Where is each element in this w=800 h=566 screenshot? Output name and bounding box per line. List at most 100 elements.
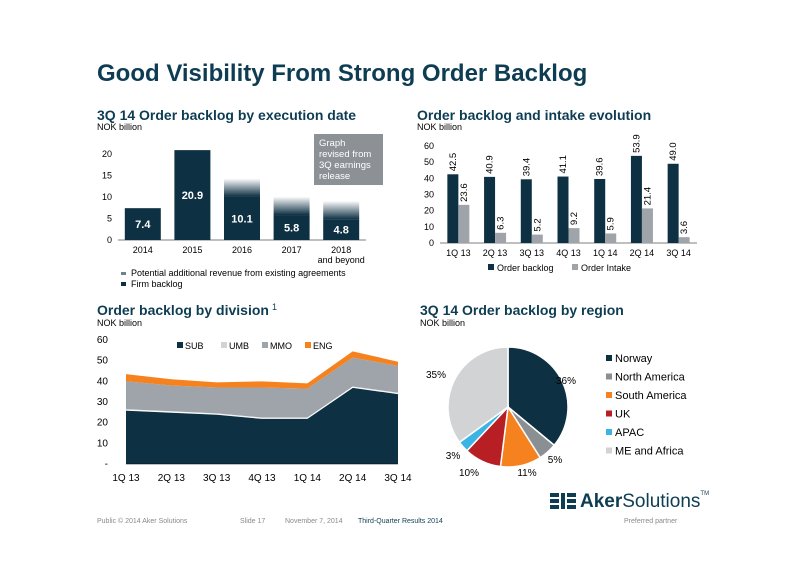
execution-annotation-box <box>314 134 383 185</box>
division-xtick-label: 1Q 13 <box>112 473 140 484</box>
evolution-legend-backlog-swatch <box>488 264 494 270</box>
logo-text-aker: Aker <box>580 491 623 512</box>
evolution-bar-intake <box>458 204 470 243</box>
evolution-bar-intake <box>531 234 543 243</box>
evolution-intake-value-label: 23.6 <box>459 183 470 202</box>
aker-logo-mark-icon <box>550 493 576 509</box>
division-legend-eng-label: ENG <box>313 341 333 351</box>
evolution-intake-value-label: 6.3 <box>496 217 507 230</box>
execution-bar-firm <box>174 150 211 240</box>
division-xtick-label: 1Q 14 <box>294 473 322 484</box>
footer-slide-number: Slide 17 <box>240 518 266 525</box>
evolution-xtick-label: 4Q 13 <box>556 248 581 258</box>
division-chart-title-text: Order backlog by division <box>97 302 269 318</box>
division-ytick-label: 50 <box>97 356 109 367</box>
execution-chart-title: 3Q 14 Order backlog by execution date <box>97 107 357 123</box>
region-legend-norway-swatch <box>606 355 612 361</box>
division-legend-eng-swatch <box>305 342 311 348</box>
execution-xtick-label: 2016 <box>232 245 252 255</box>
division-ytick-label: 60 <box>97 335 109 346</box>
evolution-legend-intake-swatch <box>572 264 578 270</box>
division-xtick-label: 4Q 13 <box>248 473 276 484</box>
execution-ytick-label: 20 <box>102 149 112 159</box>
evolution-intake-value-label: 9.2 <box>569 212 580 225</box>
evolution-ytick-label: 60 <box>424 141 434 151</box>
execution-bar-value-label: 4.8 <box>334 225 349 237</box>
footer-report-title: Third-Quarter Results 2014 <box>358 518 443 525</box>
region-slice-label-norway: 36% <box>556 376 576 387</box>
region-legend-me-and-africa-label: ME and Africa <box>615 446 684 458</box>
evolution-backlog-value-label: 53.9 <box>631 134 642 153</box>
region-legend-norway-label: Norway <box>615 353 653 365</box>
evolution-backlog-value-label: 42.5 <box>448 153 459 172</box>
evolution-xtick-label: 1Q 13 <box>446 248 471 258</box>
division-ytick-label: 10 <box>97 438 109 449</box>
execution-annotation-text: release <box>319 171 350 182</box>
division-legend-umb-label: UMB <box>229 341 249 351</box>
execution-bar-value-label: 7.4 <box>135 219 151 231</box>
execution-bar-value-label: 20.9 <box>182 190 203 202</box>
execution-xtick-label: 2018 <box>331 245 351 255</box>
region-legend-north-america-label: North America <box>615 372 686 384</box>
execution-xtick-label: 2015 <box>182 245 202 255</box>
execution-bar-value-label: 10.1 <box>231 213 252 225</box>
region-slice-label-me-and-africa: 35% <box>426 370 446 381</box>
evolution-bar-backlog <box>484 176 496 243</box>
execution-xtick-label: 2017 <box>282 245 302 255</box>
division-legend-mmo-label: MMO <box>270 341 292 351</box>
execution-annotation-text: revised from <box>319 149 371 160</box>
region-chart-subtitle: NOK billion <box>420 318 466 328</box>
region-slice-label-south-america: 11% <box>517 468 536 479</box>
division-chart-title: Order backlog by division 1 <box>97 302 277 318</box>
evolution-ytick-label: 30 <box>424 190 434 200</box>
evolution-backlog-value-label: 39.6 <box>595 157 606 176</box>
execution-ytick-label: 10 <box>102 192 112 202</box>
footer-partner: Preferred partner <box>624 518 678 525</box>
evolution-ytick-label: 10 <box>424 222 434 232</box>
execution-ytick-label: 5 <box>107 214 112 224</box>
region-slice-label-apac: 3% <box>446 451 461 462</box>
division-legend-sub-swatch <box>177 342 183 348</box>
region-legend-apac-label: APAC <box>615 427 644 439</box>
region-legend-uk-swatch <box>606 410 612 417</box>
evolution-chart-title: Order backlog and intake evolution <box>417 107 652 123</box>
evolution-xtick-label: 3Q 14 <box>666 248 691 258</box>
execution-bar-firm <box>224 196 260 240</box>
evolution-bar-intake <box>605 233 617 243</box>
evolution-bar-backlog <box>594 178 606 243</box>
footer-date: November 7, 2014 <box>285 518 343 525</box>
evolution-backlog-value-label: 49.0 <box>668 142 679 161</box>
division-ytick-label: 20 <box>97 418 109 429</box>
region-slice-me-and-africa <box>447 346 509 444</box>
evolution-legend-backlog-label: Order backlog <box>497 263 554 273</box>
evolution-ytick-label: 20 <box>424 206 434 216</box>
evolution-bar-backlog <box>667 163 679 243</box>
execution-chart-subtitle: NOK billion <box>97 122 143 132</box>
evolution-backlog-value-label: 41.1 <box>558 155 569 174</box>
execution-bar-firm <box>273 215 310 240</box>
execution-xtick-label: and beyond <box>318 255 365 265</box>
execution-annotation-text: Graph <box>319 138 345 149</box>
evolution-xtick-label: 3Q 13 <box>520 248 545 258</box>
execution-legend-potential-label: Potential additional revenue from existi… <box>131 268 346 278</box>
region-slice-label-uk: 10% <box>459 468 479 479</box>
evolution-backlog-value-label: 40.9 <box>485 155 496 174</box>
region-legend-uk-label: UK <box>615 409 631 421</box>
evolution-xtick-label: 2Q 14 <box>630 248 655 258</box>
evolution-chart-subtitle: NOK billion <box>417 122 463 132</box>
execution-annotation-text: 3Q earnings <box>319 160 371 171</box>
region-legend-apac-swatch <box>606 429 612 435</box>
evolution-backlog-value-label: 39.4 <box>521 158 532 177</box>
page-title: Good Visibility From Strong Order Backlo… <box>97 60 588 87</box>
execution-ytick-label: 0 <box>107 235 112 245</box>
execution-bar-firm <box>323 219 360 240</box>
logo-trademark: TM <box>700 491 710 497</box>
division-xtick-label: 3Q 14 <box>384 473 412 484</box>
division-xtick-label: 2Q 13 <box>158 473 186 484</box>
execution-legend-firm-label: Firm backlog <box>131 279 183 289</box>
evolution-bar-backlog <box>557 176 569 243</box>
execution-bar-value-label: 5.8 <box>284 223 299 235</box>
evolution-bar-intake <box>495 232 507 243</box>
region-slice-norway <box>507 346 569 447</box>
